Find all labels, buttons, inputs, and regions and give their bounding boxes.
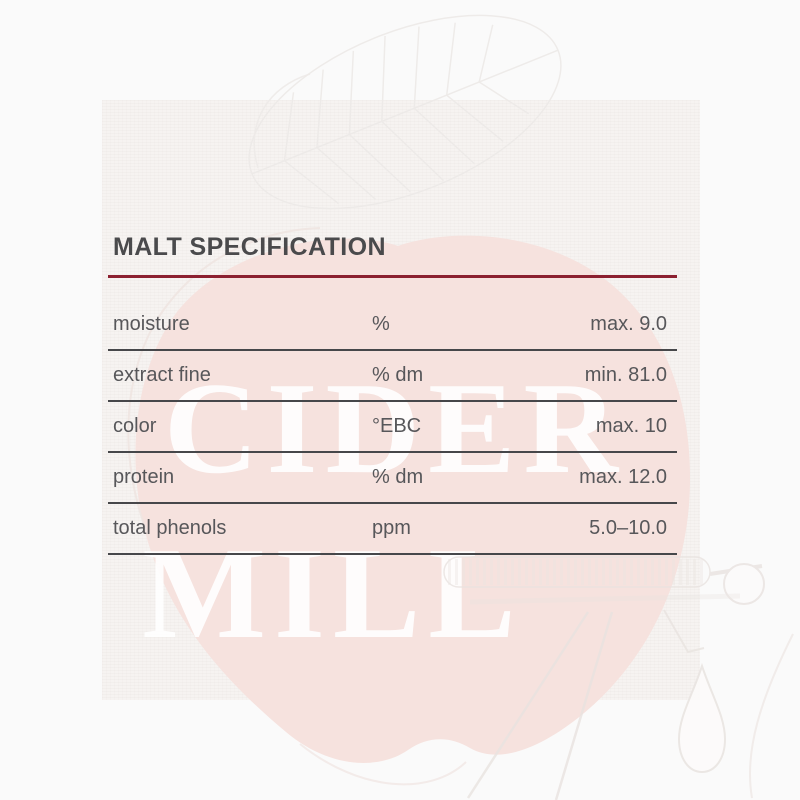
spec-value: min. 81.0 (584, 364, 667, 386)
spec-row: color °EBC max. 10 (108, 402, 677, 453)
title-rule (108, 275, 677, 278)
spec-table: moisture % max. 9.0 extract fine % dm mi… (108, 300, 677, 555)
apple-outline-sketch-left (127, 227, 321, 541)
leaf-sketch-icon (248, 14, 562, 210)
spec-parameter: total phenols (113, 517, 227, 539)
spec-value: 5.0–10.0 (589, 517, 667, 539)
spec-unit: % dm (372, 364, 424, 386)
spec-row: moisture % max. 9.0 (108, 300, 677, 351)
apple-outline-sketch-right (749, 633, 794, 799)
spec-value: max. 10 (595, 415, 667, 437)
spec-row: protein % dm max. 12.0 (108, 453, 677, 504)
spec-value: max. 9.0 (590, 313, 667, 335)
watermark-word-mill: MILL (142, 521, 523, 666)
watermark-word-cider: CIDER (164, 356, 626, 501)
spec-parameter: extract fine (113, 364, 211, 386)
spec-parameter: protein (113, 466, 175, 488)
spec-unit: °EBC (372, 415, 422, 437)
leaf-stem-sketch (253, 73, 311, 169)
spec-unit: % dm (372, 466, 424, 488)
spec-unit: % (372, 313, 390, 335)
apple-outline-sketch-bottom (299, 743, 467, 786)
spec-parameter: color (113, 415, 157, 437)
spec-unit: ppm (372, 517, 411, 539)
spec-row: total phenols ppm 5.0–10.0 (108, 504, 677, 555)
spec-document: MALT SPECIFICATION moisture % max. 9.0 e… (108, 234, 677, 555)
spec-value: max. 12.0 (579, 466, 667, 488)
apple-watermark (135, 235, 691, 763)
juice-drop-icon (677, 662, 727, 774)
spec-row: extract fine % dm min. 81.0 (108, 351, 677, 402)
spec-parameter: moisture (113, 313, 190, 335)
page-title: MALT SPECIFICATION (113, 233, 386, 261)
mill-roller-sketch-icon (443, 556, 765, 800)
